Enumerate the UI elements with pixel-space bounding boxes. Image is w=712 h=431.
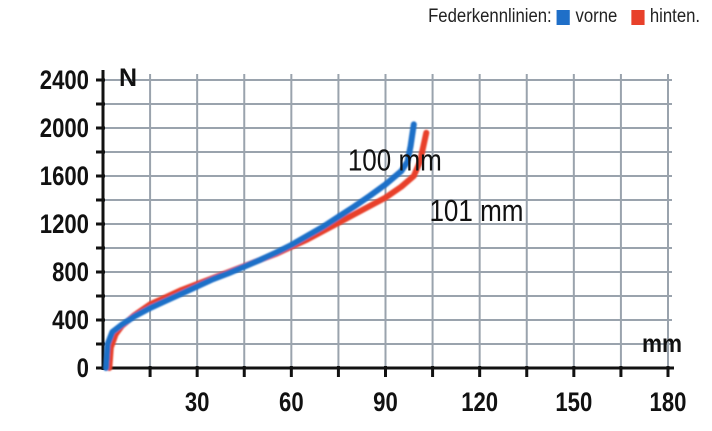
annotation-label: 101 mm bbox=[429, 194, 523, 229]
x-tick-label: 150 bbox=[555, 388, 592, 418]
x-tick-label: 90 bbox=[373, 388, 398, 418]
legend-swatch-hinten bbox=[631, 9, 645, 25]
y-axis-title: N bbox=[119, 64, 137, 92]
y-tick-label: 800 bbox=[52, 258, 89, 288]
legend-swatch-vorne bbox=[556, 9, 571, 25]
x-tick-label: 60 bbox=[279, 388, 304, 418]
y-tick-label: 1200 bbox=[40, 210, 89, 240]
y-tick-label: 0 bbox=[77, 354, 89, 384]
legend-entry-hinten: hinten. bbox=[649, 6, 700, 27]
y-tick-label: 2000 bbox=[40, 114, 89, 144]
legend-entry-vorne: vorne bbox=[575, 6, 618, 27]
annotation-label: 100 mm bbox=[348, 143, 442, 178]
x-axis-title: mm bbox=[642, 330, 682, 358]
x-tick-label: 30 bbox=[185, 388, 210, 418]
y-tick-label: 400 bbox=[52, 306, 89, 336]
x-tick-label: 120 bbox=[461, 388, 498, 418]
x-tick-label: 180 bbox=[650, 388, 687, 418]
legend-label: Federkennlinien: bbox=[428, 6, 552, 27]
series-line-vorne bbox=[103, 121, 417, 371]
y-tick-label: 2400 bbox=[40, 66, 89, 96]
y-tick-label: 1600 bbox=[40, 162, 89, 192]
legend: Federkennlinien: vorne hinten. bbox=[428, 6, 700, 28]
